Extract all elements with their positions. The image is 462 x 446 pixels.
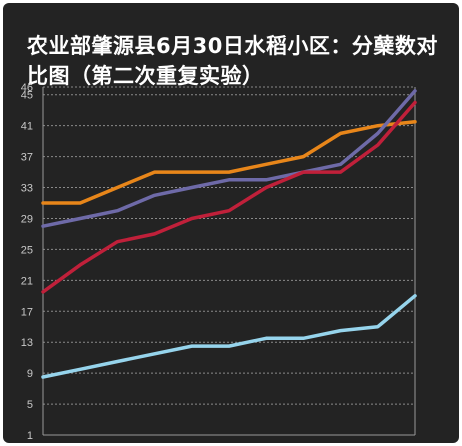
y-tick-label: 41 (21, 121, 33, 133)
axes (42, 87, 416, 436)
y-tick-label: 45 (21, 90, 33, 102)
y-tick-label: 13 (21, 337, 33, 349)
gridlines (43, 86, 415, 405)
y-tick-label: 46 (21, 82, 33, 94)
series-line-3 (41, 100, 417, 294)
y-tick-label: 1 (27, 430, 33, 442)
series-lines (41, 89, 417, 379)
chart-panel: 农业部肇源县6月30日水稻小区：分蘖数对比图（第二次重复实验） 1 5 9 13 17 2… (3, 3, 459, 443)
y-tick-label: 29 (21, 213, 33, 225)
chart-title: 农业部肇源县6月30日水稻小区：分蘖数对比图（第二次重复实验） (27, 34, 438, 88)
series-line-4 (41, 294, 417, 379)
y-tick-label: 5 (27, 399, 33, 411)
y-tick-label: 33 (21, 183, 33, 195)
series-line-1 (41, 120, 417, 205)
y-tick-label: 17 (21, 306, 33, 318)
y-tick-label: 9 (27, 368, 33, 380)
y-tick-label: 25 (21, 244, 33, 256)
y-tick-label: 21 (21, 275, 33, 287)
y-tick-label: 37 (21, 152, 33, 164)
series-line-2 (41, 89, 417, 228)
